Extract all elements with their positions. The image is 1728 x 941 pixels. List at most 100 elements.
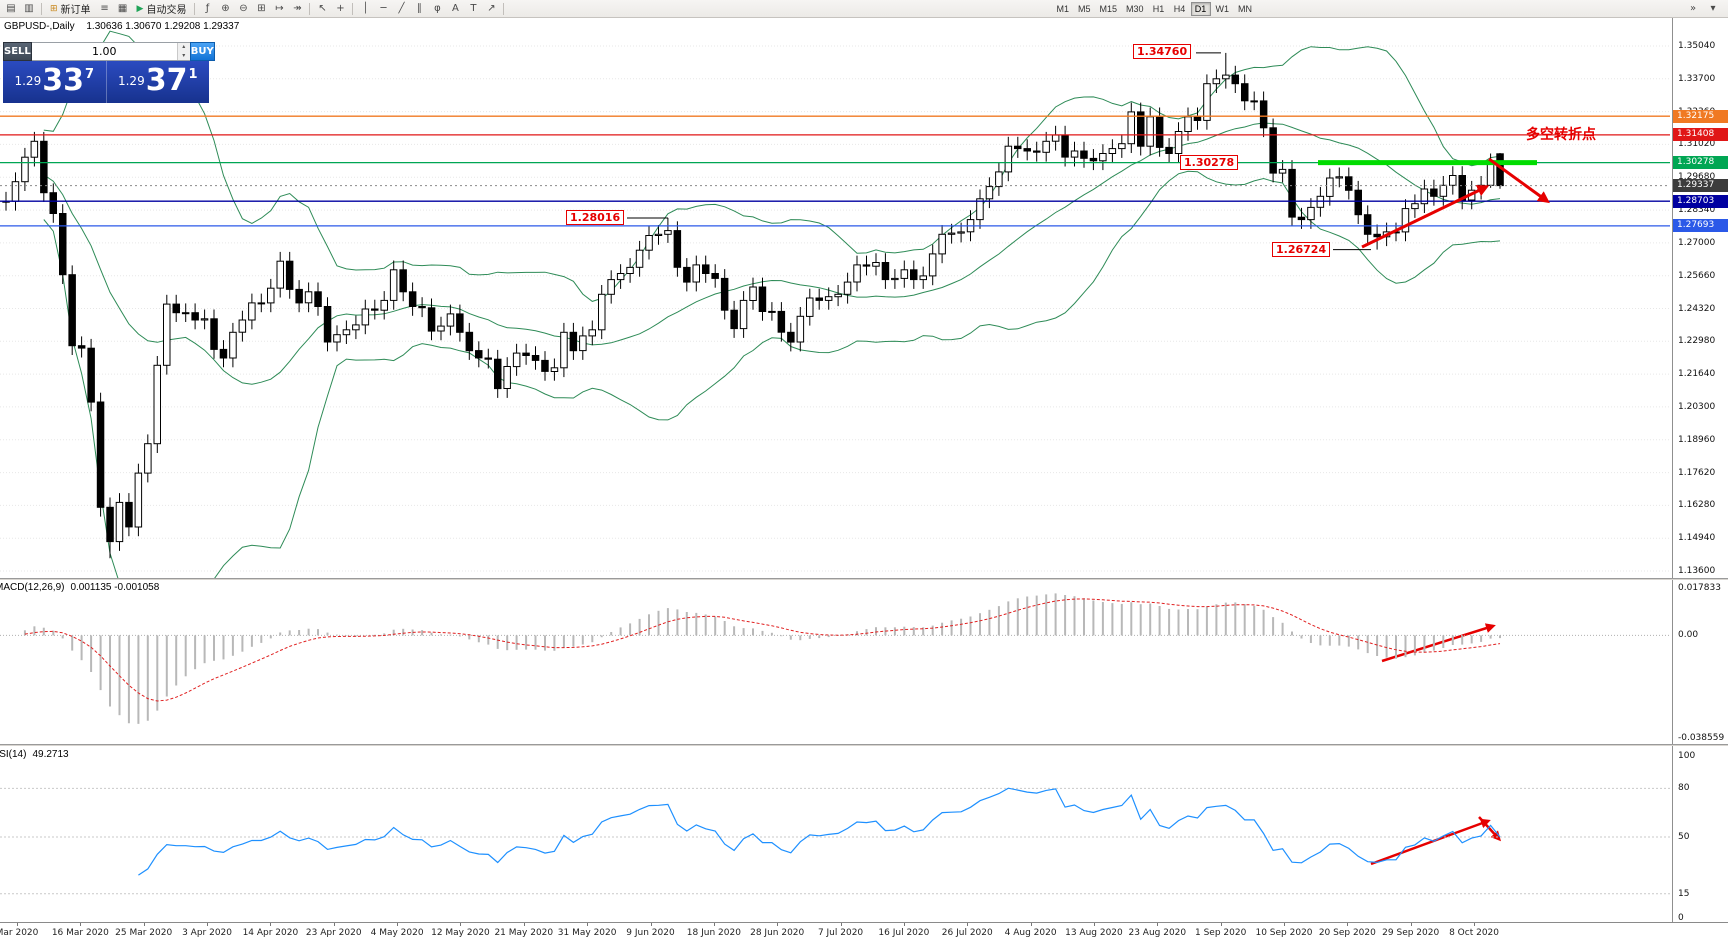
timeframe-button-m1[interactable]: M1 [1056,3,1069,14]
time-axis-label: 20 Sep 2020 [1318,928,1376,938]
toolbar-more-icon[interactable]: » [1689,3,1697,14]
price-annotation-box[interactable]: 1.28016 [566,210,625,225]
fibonacci-icon[interactable]: φ [434,3,441,14]
time-axis-label: 16 Mar 2020 [51,928,109,938]
volume-up-button[interactable]: ▴ [177,43,190,52]
timeframe-button-m5[interactable]: M5 [1077,3,1091,14]
horizontal-line-icon[interactable]: ─ [380,3,387,14]
trendline-icon[interactable]: ╱ [398,3,405,14]
macd-indicator-label: MACD(12,26,9) 0.001135 -0.001058 [0,582,159,593]
sell-price-display[interactable]: 1.29 33 7 [3,61,107,103]
time-axis-label: 1 Sep 2020 [1194,928,1247,938]
toolbar-separator [503,2,505,15]
price-annotation-box[interactable]: 1.30278 [1180,155,1239,170]
chart-title: GBPUSD-,Daily 1.30636 1.30670 1.29208 1.… [4,21,239,32]
rsi-indicator-label: RSI(14) 49.2713 [0,749,69,760]
toolbar-separator [309,2,311,15]
time-axis-label: Mar 2020 [0,928,39,938]
toolbar-separator [194,2,196,15]
time-axis-label: 4 May 2020 [370,928,424,938]
toolbar-right-group: » ▾ [1684,1,1728,16]
macd-scale-label: -0.038559 [1678,733,1725,743]
timeframe-group: M1 M5 M15 M30 H1 H4 D1 W1 MN [1052,1,1256,16]
price-annotation-box[interactable]: 1.34760 [1133,44,1192,59]
timeframe-button-h1[interactable]: H1 [1152,3,1165,14]
buy-button[interactable]: BUY [189,42,215,61]
chart-shift-icon[interactable]: ↦ [275,3,284,14]
time-tick [1030,923,1032,926]
pane-separator-main-macd[interactable] [0,578,1728,580]
chart-profiles-icon[interactable]: ▥ [24,3,34,14]
time-axis-label: 28 Jun 2020 [750,928,805,938]
market-watch-icon[interactable]: ≡ [100,3,109,14]
timeframe-button-w1[interactable]: W1 [1215,3,1230,14]
indicators-icon[interactable]: ƒ [205,3,210,14]
price-scale[interactable]: 1.350401.337001.323601.310201.296801.283… [1672,18,1728,941]
volume-down-button[interactable]: ▾ [177,51,190,60]
vertical-line-icon[interactable]: │ [362,3,369,14]
sell-button[interactable]: SELL [3,42,32,61]
auto-trading-button[interactable]: ▶ 自动交易 [132,1,192,17]
volume-control: ▴ ▾ [31,42,190,61]
time-tick [1093,923,1095,926]
rsi-scale-label: 15 [1678,888,1690,899]
toolbar: ▤ ▥ ⊞ 新订单 ≡ ▦ ▶ 自动交易 ƒ ⊕ ⊖ ⊞ ↦ ↠ ↖ + │ ─ ╱ ∥ φ A T ↗ M1 M5 M15 M30 H… [0,0,1728,18]
one-click-trading-panel: SELL ▴ ▾ BUY 1.29 33 7 1.29 37 1 [3,42,215,103]
cursor-icon[interactable]: ↖ [318,3,327,14]
timeframe-button-d1[interactable]: D1 [1190,1,1211,16]
sell-price-big: 33 [42,63,84,98]
new-chart-icon[interactable]: ▤ [6,3,16,14]
timeframe-button-mn[interactable]: MN [1238,3,1253,14]
chart-symbol-period: GBPUSD-,Daily [4,21,75,32]
zoom-in-icon[interactable]: ⊕ [221,3,230,14]
price-tag-1.28703: 1.28703 [1673,194,1728,208]
time-tick [1347,923,1349,926]
time-axis-label: 4 Aug 2020 [1004,928,1057,938]
buy-price-sup: 1 [188,67,198,82]
equidistant-channel-icon[interactable]: ∥ [416,3,422,14]
time-axis-label: 31 May 2020 [557,928,617,938]
rsi-scale-label: 0 [1678,913,1684,923]
time-tick [523,923,525,926]
time-axis[interactable]: Mar 2020 16 Mar 2020 25 Mar 2020 3 Apr 2020… [0,922,1728,941]
time-axis-label: 10 Sep 2020 [1255,928,1313,938]
time-axis-label: 25 Mar 2020 [115,928,173,938]
new-order-button[interactable]: ⊞ 新订单 [45,1,96,17]
price-scale-label: 1.25660 [1678,270,1716,281]
arrow-tools-icon[interactable]: ↗ [487,3,496,14]
time-axis-label: 16 Jul 2020 [878,928,930,938]
buy-price-base: 1.29 [117,74,145,88]
rsi-scale-label: 50 [1678,832,1690,842]
crosshair-icon[interactable]: + [336,3,345,14]
price-tag-1.29337: 1.29337 [1673,179,1728,193]
data-window-icon[interactable]: ▦ [117,3,128,14]
text-icon[interactable]: A [452,3,459,14]
price-scale-label: 1.20300 [1678,401,1716,412]
time-tick [17,923,18,926]
auto-scroll-icon[interactable]: ↠ [293,3,302,14]
pane-separator-macd-rsi[interactable] [0,744,1728,746]
time-tick [270,923,272,926]
toolbar-options-icon[interactable]: ▾ [1710,3,1716,14]
price-tag-1.31408: 1.31408 [1673,128,1728,142]
time-tick [397,923,399,926]
turning-point-annotation[interactable]: 多空转折点 [1526,127,1596,143]
tile-windows-icon[interactable]: ⊞ [257,3,266,14]
timeframe-button-m30[interactable]: M30 [1126,3,1144,14]
price-annotation-box[interactable]: 1.26724 [1272,242,1331,257]
timeframe-button-h4[interactable]: H4 [1173,3,1186,14]
toolbar-separator [352,2,354,15]
time-axis-label: 13 Aug 2020 [1065,928,1123,938]
time-tick [207,923,209,926]
volume-input[interactable] [31,43,177,60]
label-icon[interactable]: T [470,3,477,14]
zoom-out-icon[interactable]: ⊖ [239,3,248,14]
time-axis-label: 7 Jul 2020 [817,928,864,938]
timeframe-button-m15[interactable]: M15 [1099,3,1118,14]
buy-price-display[interactable]: 1.29 37 1 [106,61,209,103]
macd-name: MACD(12,26,9) [0,582,65,593]
price-scale-label: 1.29680 [1678,172,1716,183]
rsi-scale-label: 100 [1678,751,1696,761]
time-tick [713,923,715,926]
